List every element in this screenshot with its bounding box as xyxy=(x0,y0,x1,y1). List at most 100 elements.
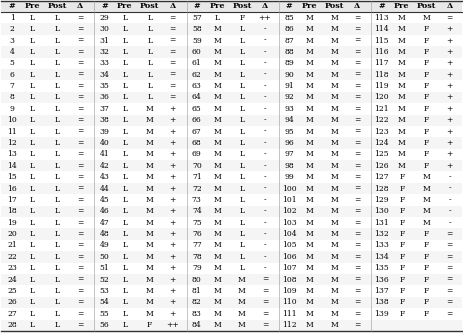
Text: +: + xyxy=(169,150,176,158)
Text: L: L xyxy=(122,298,127,307)
Text: M: M xyxy=(306,93,313,102)
Text: 36: 36 xyxy=(100,93,109,102)
Text: 137: 137 xyxy=(374,287,389,295)
Text: #: # xyxy=(286,2,293,10)
Text: L: L xyxy=(147,59,152,67)
Text: M: M xyxy=(423,14,431,22)
Text: L: L xyxy=(30,48,35,56)
Text: 110: 110 xyxy=(282,298,296,307)
Text: 4: 4 xyxy=(10,48,14,56)
Text: =: = xyxy=(77,59,83,67)
Text: 103: 103 xyxy=(282,219,296,227)
Text: L: L xyxy=(147,25,152,33)
Text: =: = xyxy=(446,230,453,238)
Text: =: = xyxy=(77,287,83,295)
Text: 93: 93 xyxy=(284,105,294,113)
Text: M: M xyxy=(331,93,338,102)
Text: -: - xyxy=(263,253,266,261)
Text: =: = xyxy=(354,59,360,67)
Text: L: L xyxy=(239,242,244,250)
Text: L: L xyxy=(55,37,60,45)
Text: M: M xyxy=(306,128,313,136)
Text: =: = xyxy=(354,105,360,113)
Text: +: + xyxy=(446,128,453,136)
Text: 105: 105 xyxy=(282,242,296,250)
Text: 129: 129 xyxy=(374,196,389,204)
Text: L: L xyxy=(122,253,127,261)
Text: L: L xyxy=(239,207,244,215)
Text: L: L xyxy=(55,116,60,124)
Text: M: M xyxy=(213,105,221,113)
Text: L: L xyxy=(239,48,244,56)
Text: M: M xyxy=(306,287,313,295)
Text: M: M xyxy=(146,207,153,215)
Text: 79: 79 xyxy=(192,264,202,272)
Text: L: L xyxy=(122,185,127,193)
Text: 7: 7 xyxy=(10,82,14,90)
Text: M: M xyxy=(238,276,246,284)
Text: =: = xyxy=(354,139,360,147)
Text: M: M xyxy=(238,287,246,295)
Text: 114: 114 xyxy=(374,25,389,33)
Text: M: M xyxy=(306,310,313,318)
Text: #: # xyxy=(9,2,16,10)
Text: 91: 91 xyxy=(284,82,294,90)
Text: =: = xyxy=(354,230,360,238)
Text: L: L xyxy=(55,219,60,227)
Text: 67: 67 xyxy=(192,128,202,136)
Text: 60: 60 xyxy=(192,48,202,56)
Text: =: = xyxy=(262,276,268,284)
Text: 54: 54 xyxy=(100,298,109,307)
Text: 43: 43 xyxy=(100,173,109,181)
Text: M: M xyxy=(213,287,221,295)
Text: F: F xyxy=(424,105,429,113)
Text: 73: 73 xyxy=(192,196,202,204)
Text: =: = xyxy=(354,150,360,158)
Text: 66: 66 xyxy=(192,116,202,124)
Text: M: M xyxy=(146,196,153,204)
Text: 138: 138 xyxy=(374,298,389,307)
Text: L: L xyxy=(30,173,35,181)
Text: 109: 109 xyxy=(282,287,296,295)
Text: 123: 123 xyxy=(374,128,389,136)
Text: M: M xyxy=(146,128,153,136)
Text: 131: 131 xyxy=(374,219,389,227)
Text: L: L xyxy=(55,59,60,67)
Text: L: L xyxy=(55,321,60,329)
Text: M: M xyxy=(423,219,431,227)
Text: M: M xyxy=(331,185,338,193)
Text: L: L xyxy=(122,93,127,102)
Text: 72: 72 xyxy=(192,185,202,193)
Text: L: L xyxy=(55,310,60,318)
Text: M: M xyxy=(213,196,221,204)
Text: =: = xyxy=(77,276,83,284)
Text: F: F xyxy=(424,71,429,79)
Text: M: M xyxy=(306,105,313,113)
Text: M: M xyxy=(331,71,338,79)
Text: M: M xyxy=(306,71,313,79)
Text: L: L xyxy=(55,264,60,272)
Text: 64: 64 xyxy=(192,93,202,102)
Text: 127: 127 xyxy=(374,173,389,181)
Text: 8: 8 xyxy=(10,93,14,102)
Text: M: M xyxy=(213,253,221,261)
Text: 41: 41 xyxy=(100,150,109,158)
Text: 13: 13 xyxy=(7,150,17,158)
Text: 48: 48 xyxy=(100,230,109,238)
Text: =: = xyxy=(354,287,360,295)
Bar xyxy=(0,183,463,194)
Text: -: - xyxy=(263,150,266,158)
Text: 26: 26 xyxy=(7,298,17,307)
Text: M: M xyxy=(331,230,338,238)
Text: L: L xyxy=(122,37,127,45)
Text: L: L xyxy=(30,14,35,22)
Text: 133: 133 xyxy=(374,242,389,250)
Text: 101: 101 xyxy=(282,196,296,204)
Text: L: L xyxy=(239,105,244,113)
Text: L: L xyxy=(30,139,35,147)
Text: F: F xyxy=(424,82,429,90)
Text: L: L xyxy=(122,116,127,124)
Text: L: L xyxy=(122,71,127,79)
Text: F: F xyxy=(399,242,405,250)
Text: =: = xyxy=(354,71,360,79)
